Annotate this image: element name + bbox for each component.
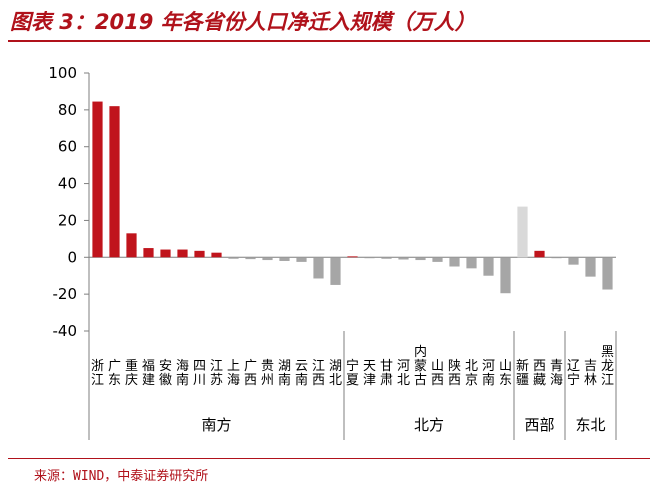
chart-title: 图表 3：2019 年各省份人口净迁入规模（万人） — [10, 10, 476, 34]
bar — [160, 249, 171, 258]
x-tick-label: 福建 — [142, 359, 155, 388]
bar — [398, 257, 409, 260]
x-tick-label: 山西 — [431, 359, 444, 388]
bar — [449, 257, 460, 267]
x-tick-label: 天津 — [363, 359, 376, 388]
bar — [347, 256, 358, 258]
group-label: 东北 — [575, 416, 605, 434]
x-tick-label: 广西 — [244, 359, 257, 388]
x-tick-label: 吉林 — [584, 359, 597, 388]
x-tick-label: 陕西 — [448, 359, 461, 388]
x-tick-label: 西藏 — [533, 359, 546, 388]
y-tick-label: 60 — [58, 138, 77, 156]
y-tick-label: 20 — [58, 211, 77, 229]
bar — [109, 106, 120, 258]
x-tick-label: 安徽 — [159, 359, 172, 388]
bar — [432, 257, 443, 262]
x-tick-label: 贵州 — [261, 359, 274, 388]
bar — [194, 250, 205, 258]
bar — [415, 257, 426, 261]
x-tick-label: 黑龙江 — [601, 345, 614, 388]
bar — [262, 257, 273, 261]
x-tick-label: 重庆 — [125, 358, 138, 388]
title-rule — [8, 40, 650, 42]
bar — [279, 257, 290, 261]
x-tick-label: 宁夏 — [346, 358, 359, 388]
x-tick-label: 湖南 — [278, 359, 291, 388]
x-tick-label: 青海 — [550, 359, 563, 388]
bar — [602, 257, 613, 290]
x-tick-label: 辽宁 — [567, 359, 580, 388]
x-tick-label: 甘肃 — [380, 359, 393, 388]
x-tick-label: 浙江 — [91, 359, 104, 388]
bar — [296, 257, 307, 262]
x-tick-label: 山东 — [499, 359, 512, 388]
group-label: 西部 — [524, 416, 554, 434]
y-tick-label: -40 — [53, 322, 78, 340]
footer-rule — [8, 458, 650, 459]
bar — [228, 257, 239, 259]
y-tick-label: -20 — [53, 285, 78, 303]
x-tick-label: 新疆 — [516, 358, 529, 388]
x-tick-label: 河南 — [482, 359, 495, 388]
x-tick-label: 湖北 — [329, 359, 342, 388]
y-tick-label: 40 — [58, 175, 77, 193]
bar — [92, 101, 103, 258]
x-tick-label: 海南 — [176, 359, 189, 388]
bar — [126, 233, 137, 258]
bar — [381, 257, 392, 259]
x-tick-label: 江西 — [312, 359, 325, 388]
y-tick-label: 0 — [67, 248, 77, 266]
bar — [534, 250, 545, 258]
x-tick-label: 云南 — [295, 359, 308, 388]
x-tick-label: 四川 — [193, 359, 206, 388]
bar — [500, 257, 511, 294]
bar — [364, 257, 375, 259]
bar — [483, 257, 494, 276]
x-tick-label: 河北 — [397, 359, 410, 388]
x-tick-label: 内蒙古 — [414, 344, 427, 388]
bar — [330, 257, 341, 285]
bar — [585, 257, 596, 277]
y-tick-label: 100 — [48, 64, 77, 82]
source-note: 来源：WIND，中泰证券研究所 — [34, 469, 209, 484]
bar — [517, 206, 528, 258]
bar — [245, 257, 256, 260]
x-tick-label: 北京 — [465, 359, 478, 388]
bar — [568, 257, 579, 265]
bar — [551, 257, 562, 259]
bar — [143, 248, 154, 258]
x-tick-label: 江苏 — [210, 359, 223, 388]
group-label: 南方 — [201, 416, 231, 434]
bar — [466, 257, 477, 269]
y-tick-label: 80 — [58, 101, 77, 119]
bar — [313, 257, 324, 279]
bar — [211, 252, 222, 258]
group-label: 北方 — [414, 416, 444, 434]
x-tick-label: 上海 — [227, 359, 240, 388]
bar — [177, 249, 188, 258]
x-tick-label: 广东 — [108, 359, 121, 388]
